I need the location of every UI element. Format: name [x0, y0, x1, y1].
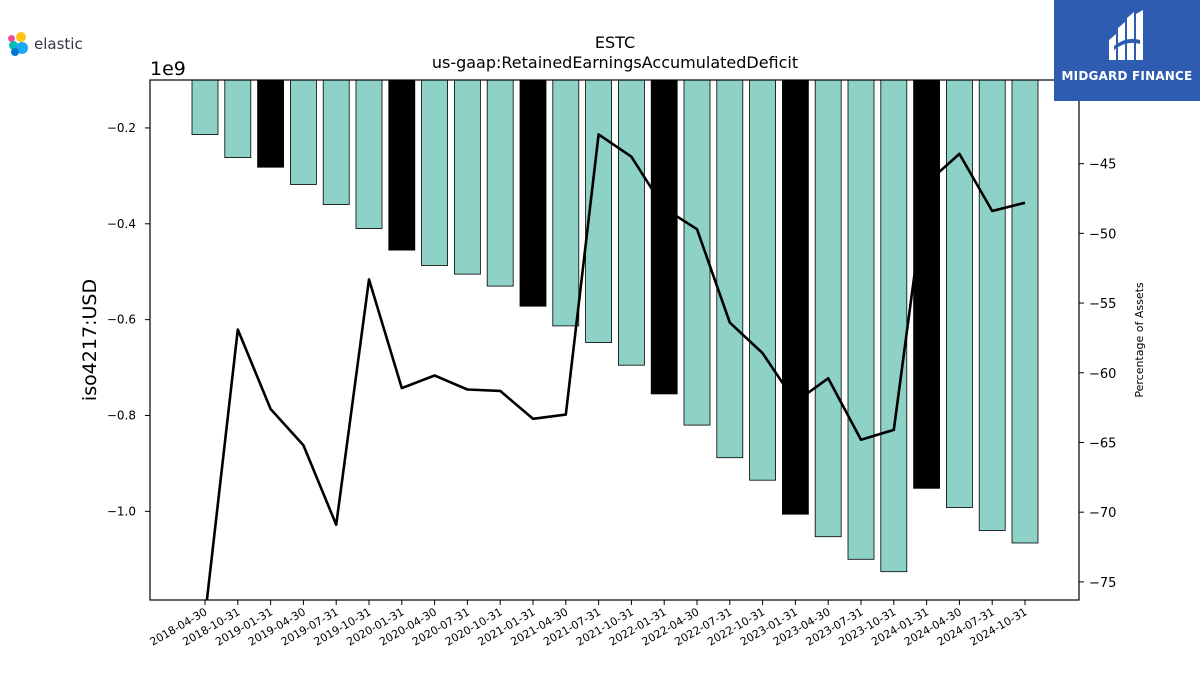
bar-2018-04-30 [191, 79, 219, 135]
y2-tick-label: −75 [1089, 576, 1116, 591]
bar-2020-07-31 [453, 79, 481, 275]
percentage-line-series [205, 133, 1026, 600]
bar-2021-10-31 [618, 79, 645, 366]
x-axis-ticks: 2018-04-302018-10-312019-01-312019-04-30… [148, 600, 1030, 649]
bar-2020-01-31 [388, 79, 416, 251]
bar-2022-01-31 [650, 79, 678, 395]
bar-2024-10-31 [1011, 79, 1039, 544]
bar-2021-04-30 [552, 79, 580, 327]
bar-2018-10-31 [224, 79, 252, 158]
bar-2023-10-31 [880, 79, 908, 573]
y2-tick-label: −60 [1089, 367, 1116, 382]
elastic-logo-text: elastic [34, 35, 83, 53]
midgard-logo-icon [1109, 10, 1143, 60]
bar-2024-01-31 [913, 79, 940, 489]
percentage-line [205, 133, 1026, 600]
elastic-logo-icon [8, 32, 30, 56]
bar-2021-01-31 [519, 79, 547, 307]
elastic-logo: elastic [8, 32, 83, 56]
midgard-logo-text: MIDGARD FINANCE [1061, 69, 1193, 83]
bar-2024-07-31 [978, 79, 1006, 531]
y-tick-label: −0.4 [107, 217, 136, 231]
y-axis-label: iso4217:USD [79, 279, 101, 401]
bar-2023-04-30 [814, 79, 842, 538]
y-tick-label: −1.0 [107, 504, 136, 518]
bar-2020-10-31 [486, 79, 514, 287]
bar-2019-04-30 [289, 79, 317, 185]
right-axis-ticks: −45 −50 −55 −60 −65 −70 −75 [1079, 158, 1116, 591]
y2-tick-label: −70 [1089, 506, 1116, 521]
bar-2023-07-31 [847, 79, 875, 560]
y2-tick-label: −55 [1089, 297, 1116, 312]
bar-2019-10-31 [355, 79, 383, 230]
y2-axis-label: Percentage of Assets [1133, 282, 1146, 398]
left-axis-ticks: −0.2 −0.4 −0.6 −0.8 −1.0 [107, 121, 150, 518]
y-tick-label: −0.6 [107, 313, 136, 327]
y2-tick-label: −65 [1089, 436, 1116, 451]
bar-2020-04-30 [421, 79, 449, 266]
plot-frame [149, 79, 1080, 601]
bar-2019-01-31 [257, 79, 285, 168]
bar-2023-01-31 [782, 79, 809, 515]
y-tick-label: −0.8 [107, 408, 136, 422]
chart-title: ESTC [595, 33, 635, 52]
midgard-finance-logo: MIDGARD FINANCE [1054, 0, 1200, 101]
bar-2019-07-31 [322, 79, 350, 205]
bar-2022-10-31 [749, 79, 776, 481]
bar-2024-04-30 [946, 79, 973, 508]
bar-series [191, 79, 1039, 573]
bar-2022-07-31 [716, 79, 744, 459]
y-offset-label: 1e9 [150, 58, 186, 80]
y2-tick-label: −50 [1089, 227, 1116, 242]
chart-subtitle: us-gaap:RetainedEarningsAccumulatedDefic… [432, 53, 798, 72]
y2-tick-label: −45 [1089, 158, 1116, 173]
y-tick-label: −0.2 [107, 121, 136, 135]
